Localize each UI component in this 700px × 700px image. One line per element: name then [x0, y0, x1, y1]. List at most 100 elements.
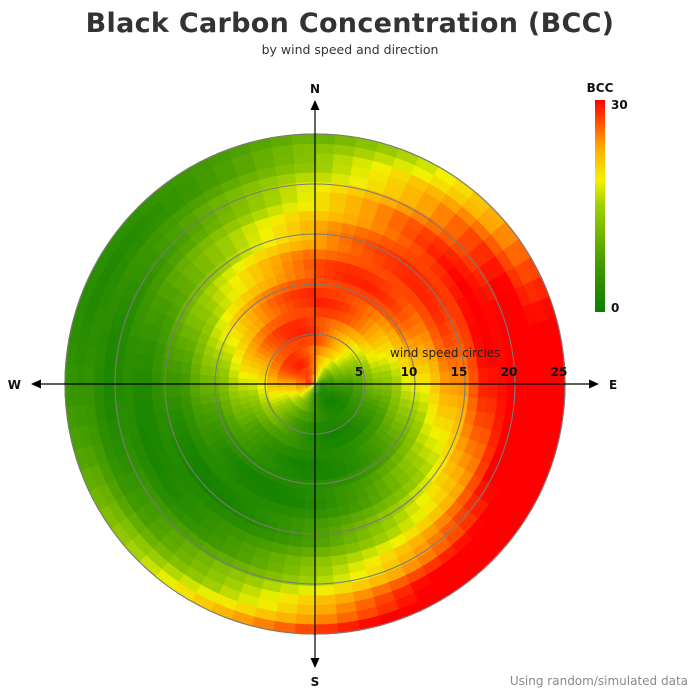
heatmap-cell [420, 373, 431, 385]
heatmap-cell [307, 376, 315, 384]
heatmap-cell [320, 391, 328, 401]
heatmap-cell [200, 401, 214, 415]
heatmap-cell [241, 573, 265, 590]
heatmap-cell [336, 358, 348, 368]
heatmap-cell [305, 384, 315, 388]
heatmap-cell [211, 592, 238, 612]
heatmap-cell [318, 365, 324, 376]
heatmap-cell [322, 389, 332, 397]
heatmap-cell [351, 331, 364, 344]
heatmap-cell [160, 382, 172, 399]
heatmap-cell [112, 382, 124, 404]
heatmap-cell [295, 181, 317, 193]
heatmap-cell [309, 402, 314, 414]
heatmap-cell [103, 345, 117, 368]
heatmap-cell [270, 400, 282, 409]
heatmap-cell [419, 363, 431, 376]
heatmap-cell [208, 373, 220, 385]
heatmap-cell [288, 392, 299, 399]
heatmap-cell [310, 384, 315, 394]
heatmap-cell [306, 296, 316, 308]
chart-title: Black Carbon Concentration (BCC) [85, 8, 615, 39]
heatmap-cell [285, 436, 296, 448]
heatmap-cell [409, 364, 422, 377]
heatmap-cell [175, 174, 202, 196]
heatmap-cell [292, 350, 301, 361]
heatmap-cell [130, 483, 151, 507]
heatmap-cell [234, 160, 260, 177]
heatmap-cell [513, 345, 527, 368]
heatmap-cell [314, 277, 326, 289]
heatmap-cell [315, 384, 321, 393]
heatmap-cell [326, 230, 343, 243]
heatmap-cell [249, 360, 261, 370]
heatmap-cell [315, 384, 324, 391]
heatmap-cell [274, 352, 286, 363]
heatmap-cell [329, 364, 340, 374]
heatmap-cell [339, 396, 351, 404]
heatmap-cell [328, 544, 347, 558]
heatmap-cell [264, 435, 277, 448]
heatmap-cell [423, 340, 437, 355]
heatmap-cell [375, 141, 403, 159]
heatmap-cell [335, 250, 351, 264]
heatmap-cell [351, 367, 363, 375]
heatmap-cell [314, 451, 323, 462]
heatmap-cell [313, 162, 336, 174]
heatmap-cell [281, 398, 292, 407]
heatmap-cell [311, 393, 315, 404]
heatmap-cell [295, 348, 303, 360]
heatmap-cell [295, 585, 317, 597]
heatmap-cell [315, 384, 318, 395]
heatmap-cell [91, 439, 108, 465]
heatmap-cell [488, 448, 506, 471]
heatmap-cell [285, 220, 303, 233]
heatmap-cell [299, 390, 309, 399]
heatmap-cell [317, 393, 322, 404]
heatmap-cell [219, 175, 245, 193]
heatmap-cell [295, 277, 308, 290]
heatmap-cell [401, 383, 412, 394]
heatmap-cell [370, 160, 396, 177]
heatmap-cell [497, 451, 515, 475]
heatmap-cell [301, 518, 317, 529]
heatmap-cell [299, 369, 309, 378]
heatmap-cell [266, 550, 287, 565]
heatmap-cell [331, 351, 341, 363]
heatmap-cell [439, 383, 451, 397]
heatmap-cell [180, 394, 193, 409]
heatmap-cell [270, 427, 283, 440]
heatmap-cell [188, 156, 215, 177]
heatmap-cell [298, 336, 306, 348]
heatmap-cell [218, 383, 229, 394]
heatmap-cell [141, 397, 155, 416]
heatmap-cell [456, 356, 469, 373]
heatmap-cell [327, 338, 336, 350]
heatmap-cell [247, 555, 269, 571]
heatmap-cell [540, 444, 558, 472]
heatmap-cell [428, 572, 455, 594]
heatmap-cell [334, 620, 361, 634]
heatmap-cell [332, 371, 343, 378]
heatmap-cell [306, 378, 315, 384]
heatmap-cell [342, 391, 353, 398]
heatmap-cell [414, 343, 428, 358]
heatmap-cell [420, 383, 431, 395]
heatmap-cell [211, 156, 238, 176]
heatmap-cell [311, 374, 315, 384]
heatmap-cell [318, 421, 324, 433]
heatmap-cell [87, 461, 107, 488]
heatmap-cell [389, 583, 415, 602]
heatmap-cell [294, 338, 303, 350]
heatmap-cell [276, 373, 288, 380]
heatmap-cell [369, 417, 383, 429]
heatmap-cell [93, 382, 105, 405]
heatmap-cell [130, 464, 150, 487]
heatmap-cell [189, 361, 202, 375]
heatmap-cell [344, 352, 356, 363]
heatmap-cell [273, 231, 291, 245]
heatmap-cell [304, 392, 311, 403]
heatmap-cell [286, 279, 299, 292]
heatmap-cell [313, 546, 332, 558]
heatmap-cell [369, 339, 383, 351]
